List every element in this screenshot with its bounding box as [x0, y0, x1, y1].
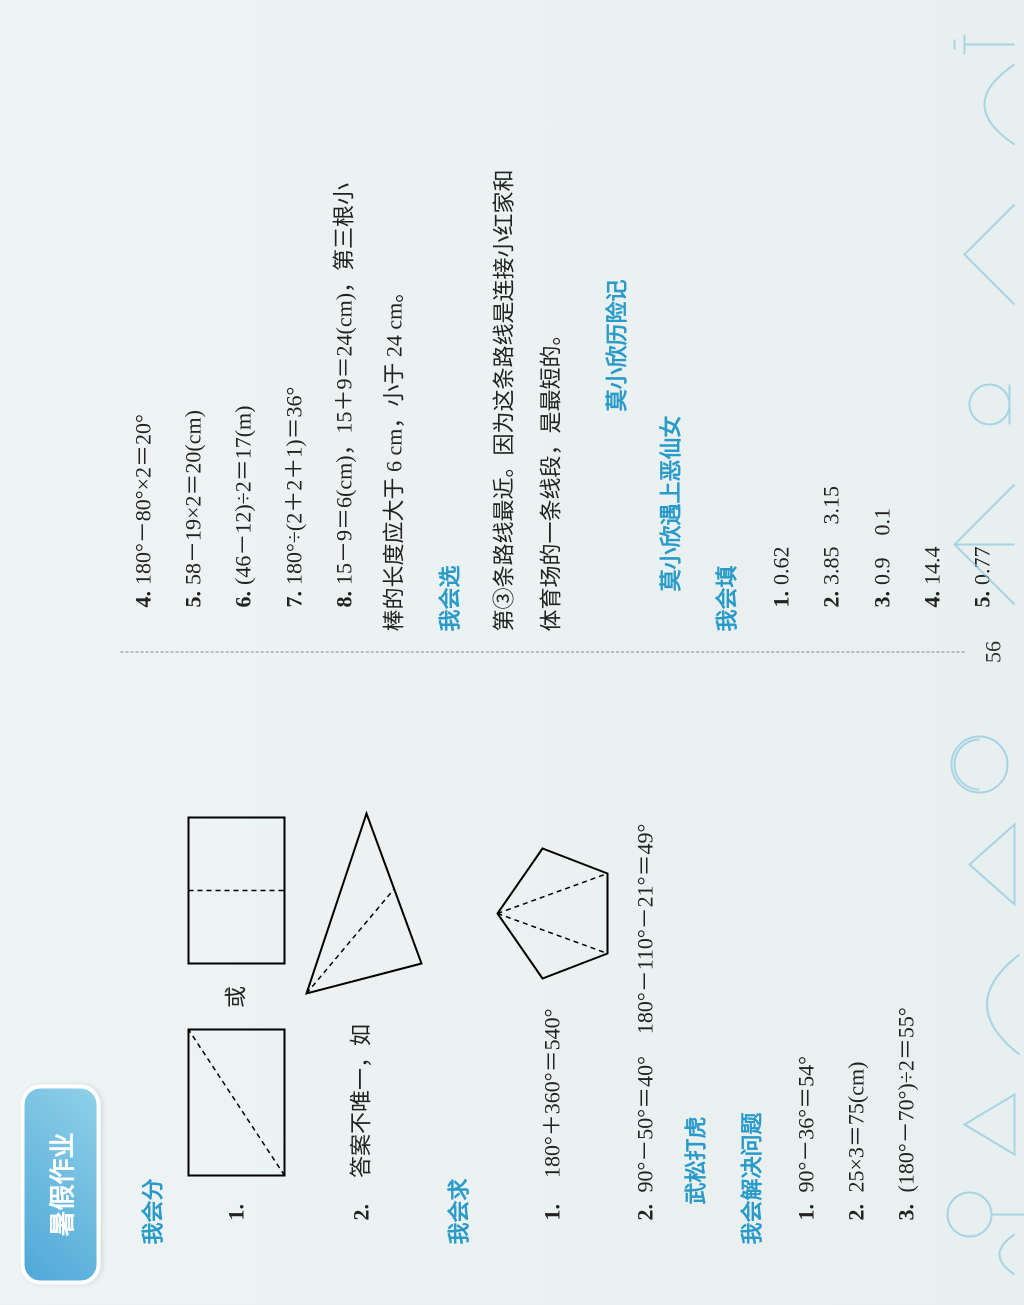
item-2-num: 2. [339, 1204, 385, 1221]
s3-text: (180°－70°)÷2＝55° [894, 1007, 919, 1192]
choose-line1: 第③条路线最近。因为这条路线是连接小红家和 [482, 60, 528, 632]
section-solve: 我会求 [437, 673, 483, 1245]
story-moxiaoxin-title: 莫小欣历险记 [594, 60, 640, 632]
f1: 1.0.62 [759, 60, 805, 608]
story-moxiaoxin-sub: 莫小欣遇上恶仙女 [648, 60, 694, 632]
or-text: 或 [214, 986, 260, 1008]
s1-text: 90°－36°＝54° [793, 1056, 818, 1192]
pentagon-row: 1. 180°＋360°＝540° [493, 673, 613, 1221]
s3-row: 3. (180°－70°)÷2＝55° [884, 673, 930, 1221]
section-problems: 我会解决问题 [729, 673, 775, 1245]
r8: 8.15－9＝6(cm)，15＋9＝24(cm)，第三根小 [321, 60, 367, 608]
f5: 5.0.77 [960, 60, 1006, 608]
figure-row-1: 1. 或 [187, 673, 287, 1221]
q1-text: 180°＋360°＝540° [530, 1009, 576, 1178]
s1-num: 1. [793, 1204, 818, 1221]
s1-row: 1. 90°－36°＝54° [783, 673, 829, 1221]
choose-line2: 体育场的一条线段，是最短的。 [528, 60, 574, 632]
item-1-num: 1. [214, 1204, 260, 1221]
q2-num: 2. [633, 1204, 658, 1221]
r4: 4.180°－80°×2＝20° [121, 60, 167, 608]
s2-row: 2. 25×3＝75(cm) [834, 673, 880, 1221]
r6: 6.(46－12)÷2＝17(m) [221, 60, 267, 608]
right-column: 4.180°－80°×2＝20° 5.58－19×2＝20(cm) 6.(46－… [121, 40, 965, 652]
rectangle-diag-2 [187, 816, 287, 966]
r8b: 棒的长度应大于 6 cm，小于 24 cm。 [371, 60, 417, 632]
badge-text: 暑假作业 [42, 1133, 79, 1237]
q2-row: 2. 90°－50°＝40° 180°－110°－21°＝49° [623, 673, 669, 1221]
f4: 4.14.4 [909, 60, 955, 608]
section-fill: 我会填 [705, 60, 751, 632]
left-column: 我会分 1. 或 2. 答案不唯一，如 [121, 652, 965, 1265]
f3: 3.0.9 0.1 [859, 60, 905, 608]
item-2-text: 答案不唯一，如 [339, 1024, 385, 1178]
section-divide: 我会分 [131, 673, 177, 1245]
page-container: 暑假作业 我会分 1. 或 2. 答案不唯一，如 [1, 0, 1024, 1305]
pentagon-figure [493, 839, 613, 989]
figure-row-2: 2. 答案不唯一，如 [297, 673, 427, 1221]
rectangle-diag-1 [187, 1028, 287, 1178]
q1-num: 1. [530, 1204, 576, 1221]
s2-num: 2. [844, 1204, 869, 1221]
section-choose: 我会选 [428, 60, 474, 632]
f2: 2.3.85 3.15 [809, 60, 855, 608]
s2-text: 25×3＝75(cm) [844, 1062, 869, 1193]
triangle-split [297, 804, 427, 1004]
story-wusong: 武松打虎 [673, 673, 719, 1245]
homework-badge: 暑假作业 [21, 1085, 101, 1285]
r7: 7.180°÷(2＋2＋1)＝36° [271, 60, 317, 608]
q2-text: 90°－50°＝40° 180°－110°－21°＝49° [633, 824, 658, 1193]
content-area: 我会分 1. 或 2. 答案不唯一，如 [121, 40, 965, 1265]
s3-num: 3. [894, 1204, 919, 1221]
page-number: 56 [981, 641, 1007, 663]
r5: 5.58－19×2＝20(cm) [171, 60, 217, 608]
